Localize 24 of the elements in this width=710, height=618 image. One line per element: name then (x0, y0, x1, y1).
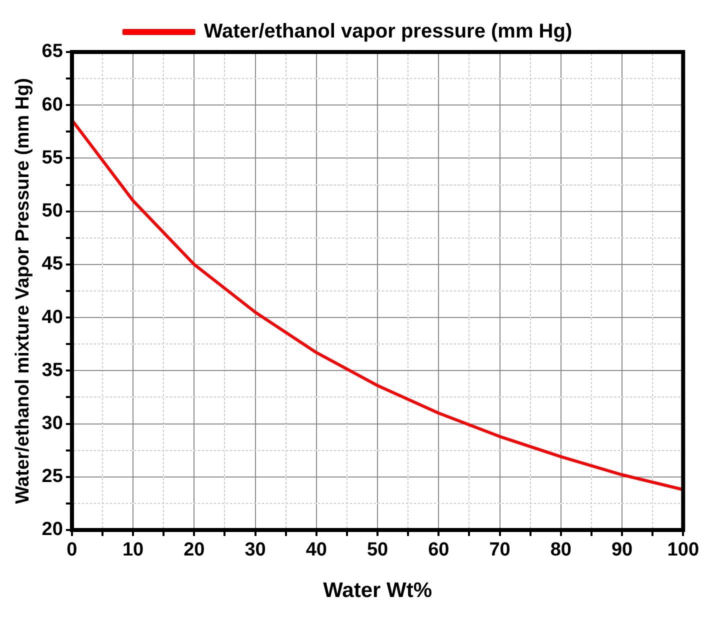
y-tick-label: 35 (42, 360, 64, 381)
y-tick-label: 40 (42, 306, 63, 328)
x-tick-label: 40 (306, 540, 327, 561)
y-tick-label: 50 (42, 200, 63, 222)
y-axis-title: Water/ethanol mixture Vapor Pressure (mm Hg) (12, 78, 34, 504)
y-tick-label: 55 (42, 147, 64, 168)
x-tick-label: 10 (122, 540, 144, 561)
x-tick-label: 70 (489, 540, 510, 561)
x-tick-label: 20 (184, 540, 205, 561)
y-tick-label: 65 (42, 41, 64, 62)
x-tick-label: 60 (428, 540, 450, 561)
legend-label: Water/ethanol vapor pressure (mm Hg) (204, 20, 572, 43)
x-tick-label: 100 (667, 540, 699, 561)
y-tick-label: 30 (42, 413, 63, 434)
y-tick-label: 45 (42, 254, 64, 275)
y-tick-label: 20 (42, 519, 63, 540)
x-tick-label: 30 (244, 540, 266, 561)
x-tick-label: 50 (366, 540, 388, 561)
x-tick-label: 90 (611, 540, 633, 561)
y-tick-label: 25 (42, 466, 64, 488)
y-tick-label: 60 (42, 94, 63, 116)
x-axis-title: Water Wt% (323, 579, 432, 602)
x-tick-label: 0 (66, 540, 78, 561)
x-tick-label: 80 (550, 540, 572, 561)
